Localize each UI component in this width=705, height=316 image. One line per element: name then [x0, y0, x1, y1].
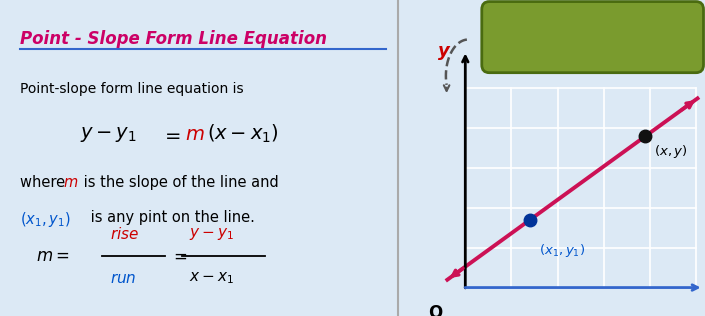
Text: y: y [439, 42, 450, 59]
Text: O: O [428, 304, 443, 316]
Text: $y - y_1$: $y - y_1$ [80, 125, 137, 144]
Text: $=$: $=$ [171, 247, 188, 265]
Text: $(x, y)$: $(x, y)$ [654, 143, 688, 160]
Text: $m$: $m$ [63, 175, 78, 190]
Text: $y - y_1$: $y - y_1$ [497, 29, 544, 45]
Text: $m =$: $m =$ [36, 247, 69, 265]
Text: $m$: $m$ [585, 29, 601, 45]
Text: $(x_1, y_1)$: $(x_1, y_1)$ [539, 242, 585, 259]
Text: $=$: $=$ [161, 125, 181, 144]
Text: $(x - x_1)$: $(x - x_1)$ [207, 123, 279, 145]
Text: Point - Slope Form Line Equation: Point - Slope Form Line Equation [20, 30, 327, 48]
Text: $(x - x_1)$: $(x - x_1)$ [609, 28, 668, 46]
Text: $x - x_1$: $x - x_1$ [189, 270, 234, 286]
Text: is the slope of the line and: is the slope of the line and [79, 175, 278, 190]
Text: $=$: $=$ [564, 29, 581, 45]
Text: $m$: $m$ [185, 125, 205, 144]
Text: Point-slope form line equation is: Point-slope form line equation is [20, 82, 243, 96]
Text: $y - y_1$: $y - y_1$ [189, 226, 234, 242]
Text: is any pint on the line.: is any pint on the line. [85, 210, 255, 225]
Text: $run$: $run$ [109, 270, 136, 286]
Text: $(x_1, y_1)$: $(x_1, y_1)$ [20, 210, 70, 229]
FancyBboxPatch shape [482, 2, 704, 73]
Text: where: where [20, 175, 70, 190]
Text: $rise$: $rise$ [109, 226, 139, 242]
